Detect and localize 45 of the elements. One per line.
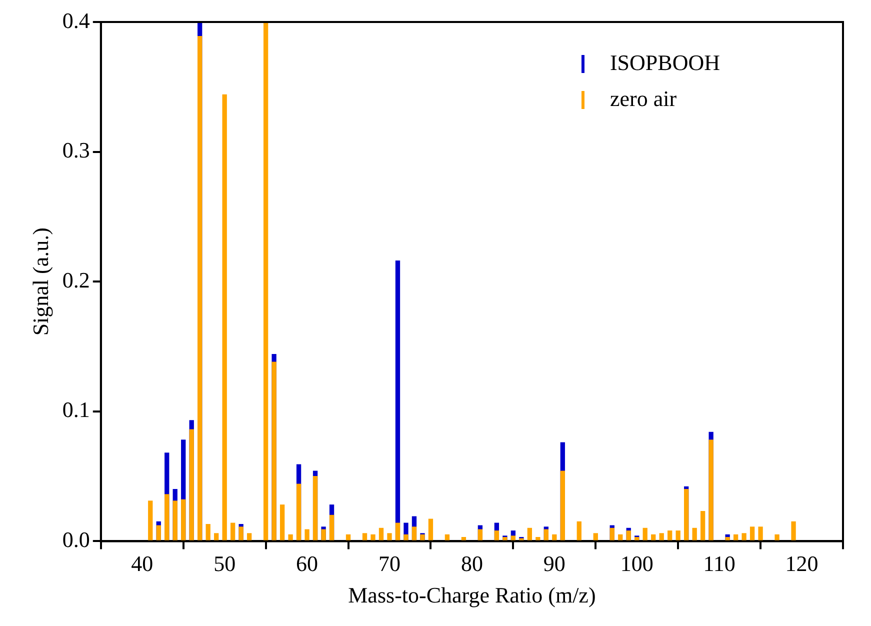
legend-label: ISOPBOOH <box>610 50 720 75</box>
bar <box>329 514 334 542</box>
x-tick-label: 80 <box>460 551 483 576</box>
x-tick-label: 110 <box>703 551 736 576</box>
bar <box>412 526 417 542</box>
bar <box>560 470 565 542</box>
x-tick-label: 100 <box>620 551 654 576</box>
bar <box>478 529 483 542</box>
bar <box>230 522 236 542</box>
bar <box>544 529 548 542</box>
x-tick-label: 50 <box>214 551 236 576</box>
x-tick-label: 90 <box>543 551 566 576</box>
y-tick-label: 0.0 <box>62 526 90 552</box>
x-axis-title: Mass-to-Charge Ratio (m/z) <box>348 582 596 608</box>
bar <box>164 494 170 542</box>
bar <box>395 522 400 542</box>
bar <box>750 526 755 542</box>
bar <box>576 521 582 542</box>
y-tick-label: 0.4 <box>62 8 90 33</box>
bar <box>263 22 268 542</box>
x-tick-label: 120 <box>785 551 818 576</box>
y-axis-title: Signal (a.u.) <box>28 228 53 336</box>
bar <box>700 511 706 542</box>
bar <box>238 526 244 542</box>
y-tick-label: 0.1 <box>62 397 90 422</box>
bar <box>280 504 285 542</box>
bar <box>321 529 326 542</box>
bar <box>206 524 210 542</box>
legend-label: zero air <box>610 86 678 111</box>
bar <box>172 500 178 542</box>
bar <box>296 484 302 542</box>
x-tick-label: 40 <box>131 551 154 576</box>
x-tick-label: 60 <box>296 551 318 576</box>
bar <box>148 500 153 542</box>
bar <box>304 529 310 542</box>
bar <box>742 533 746 542</box>
bar <box>387 533 392 542</box>
bar <box>222 94 227 542</box>
y-tick-label: 0.3 <box>62 138 90 163</box>
bar <box>791 521 796 542</box>
y-tick-label: 0.2 <box>62 267 90 292</box>
bar <box>758 526 763 542</box>
x-tick-label: 70 <box>378 551 400 576</box>
bar <box>181 499 186 542</box>
bar <box>428 518 434 542</box>
